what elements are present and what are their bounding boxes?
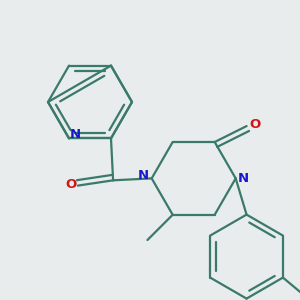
Text: N: N bbox=[238, 172, 249, 185]
Text: N: N bbox=[69, 128, 81, 141]
Text: O: O bbox=[249, 118, 260, 130]
Text: O: O bbox=[65, 178, 76, 191]
Text: N: N bbox=[138, 169, 149, 182]
